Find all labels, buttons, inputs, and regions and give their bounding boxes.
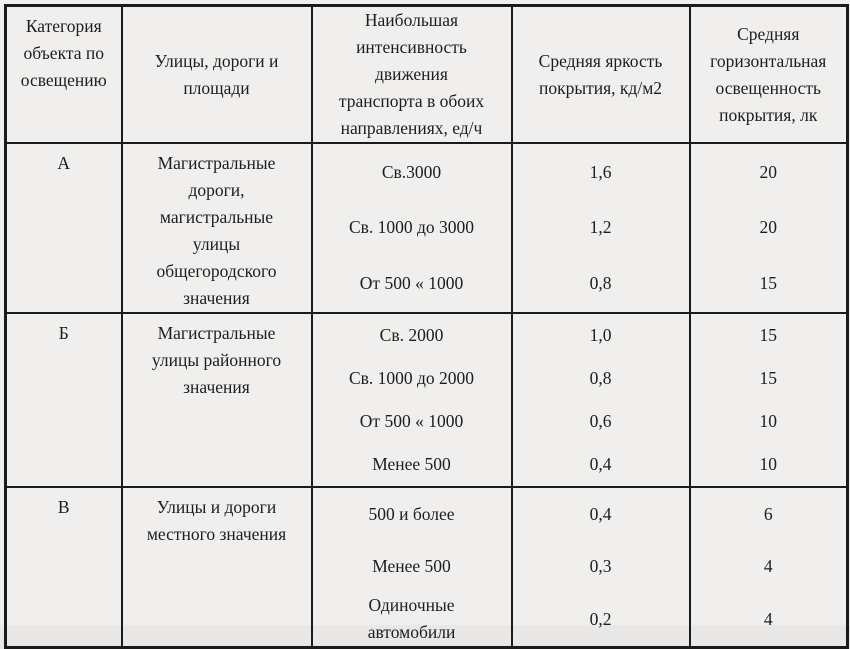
streets-cell: Улицы и дороги местного значения xyxy=(120,486,312,648)
luminance-cell: 0,4 xyxy=(510,443,690,487)
intensity-cell: От 500 « 1000 xyxy=(310,400,512,443)
header-cell-streets: Улицы, дороги и площади xyxy=(120,5,312,144)
intensity-cell: Менее 500 xyxy=(310,540,512,592)
category-cell: А xyxy=(4,142,122,313)
table-row: А Магистральные дороги, магистральные ули… xyxy=(4,141,848,313)
intensity-cell: 500 и более xyxy=(310,486,512,540)
table-row: Менее 500 0,4 10 xyxy=(6,443,848,487)
header-cell-intensity: Наибольшая интенсивность движения трансп… xyxy=(310,5,512,144)
table-row: Менее 500 0,3 4 xyxy=(6,540,848,592)
category-cell: В xyxy=(4,486,122,648)
illuminance-cell: 15 xyxy=(688,357,848,400)
table-row: Св. 1000 до 2000 0,8 15 xyxy=(6,357,848,400)
table-row: Св. 1000 до 3000 1,2 20 xyxy=(6,200,848,256)
illuminance-cell: 4 xyxy=(688,592,848,648)
luminance-cell: 1,2 xyxy=(510,200,690,256)
luminance-cell: 0,2 xyxy=(510,592,690,648)
intensity-cell: Св.3000 xyxy=(310,141,512,201)
intensity-cell: Св. 1000 до 2000 xyxy=(310,357,512,400)
illuminance-cell: 10 xyxy=(688,443,848,487)
luminance-cell: 0,8 xyxy=(510,357,690,400)
streets-cell: Магистральные дороги, магистральные улиц… xyxy=(120,142,312,313)
table-row: Б Магистральные улицы районного значения С… xyxy=(4,312,848,487)
streets-cell: Магистральные улицы районного значения xyxy=(120,312,312,487)
table-row: От 500 « 1000 0,6 10 xyxy=(6,400,848,443)
table-body: А Магистральные дороги, магистральные ули… xyxy=(4,141,848,648)
intensity-cell: Св. 2000 xyxy=(310,312,512,357)
intensity-cell: Менее 500 xyxy=(310,443,512,487)
header-cell-luminance: Средняя яркость покрытия, кд/м2 xyxy=(510,5,690,144)
header-row: Категория объекта по освещению Улицы, до… xyxy=(4,5,848,144)
intensity-cell: Одиночные автомобили xyxy=(310,592,512,648)
intensity-cell: Св. 1000 до 3000 xyxy=(310,200,512,256)
luminance-cell: 0,4 xyxy=(510,486,690,540)
illuminance-cell: 20 xyxy=(688,200,848,256)
header-cell-illuminance: Средняя горизонтальная освещенность покр… xyxy=(688,5,848,144)
luminance-cell: 0,3 xyxy=(510,540,690,592)
intensity-cell: От 500 « 1000 xyxy=(310,255,512,313)
illuminance-cell: 15 xyxy=(688,255,848,313)
illuminance-cell: 4 xyxy=(688,540,848,592)
lighting-standards-table: Категория объекта по освещению Улицы, до… xyxy=(4,4,849,649)
luminance-cell: 0,6 xyxy=(510,400,690,443)
illuminance-cell: 10 xyxy=(688,400,848,443)
table-row: От 500 « 1000 0,8 15 xyxy=(6,255,848,313)
illuminance-cell: 15 xyxy=(688,312,848,357)
luminance-cell: 1,0 xyxy=(510,312,690,357)
document-page: Категория объекта по освещению Улицы, до… xyxy=(4,4,849,649)
table-header: Категория объекта по освещению Улицы, до… xyxy=(4,5,848,144)
category-cell: Б xyxy=(4,312,122,487)
illuminance-cell: 20 xyxy=(688,141,848,201)
header-cell-category: Категория объекта по освещению xyxy=(4,5,122,144)
luminance-cell: 0,8 xyxy=(510,255,690,313)
luminance-cell: 1,6 xyxy=(510,141,690,201)
table-row: В Улицы и дороги местного значения 500 и б… xyxy=(4,486,848,648)
illuminance-cell: 6 xyxy=(688,486,848,540)
